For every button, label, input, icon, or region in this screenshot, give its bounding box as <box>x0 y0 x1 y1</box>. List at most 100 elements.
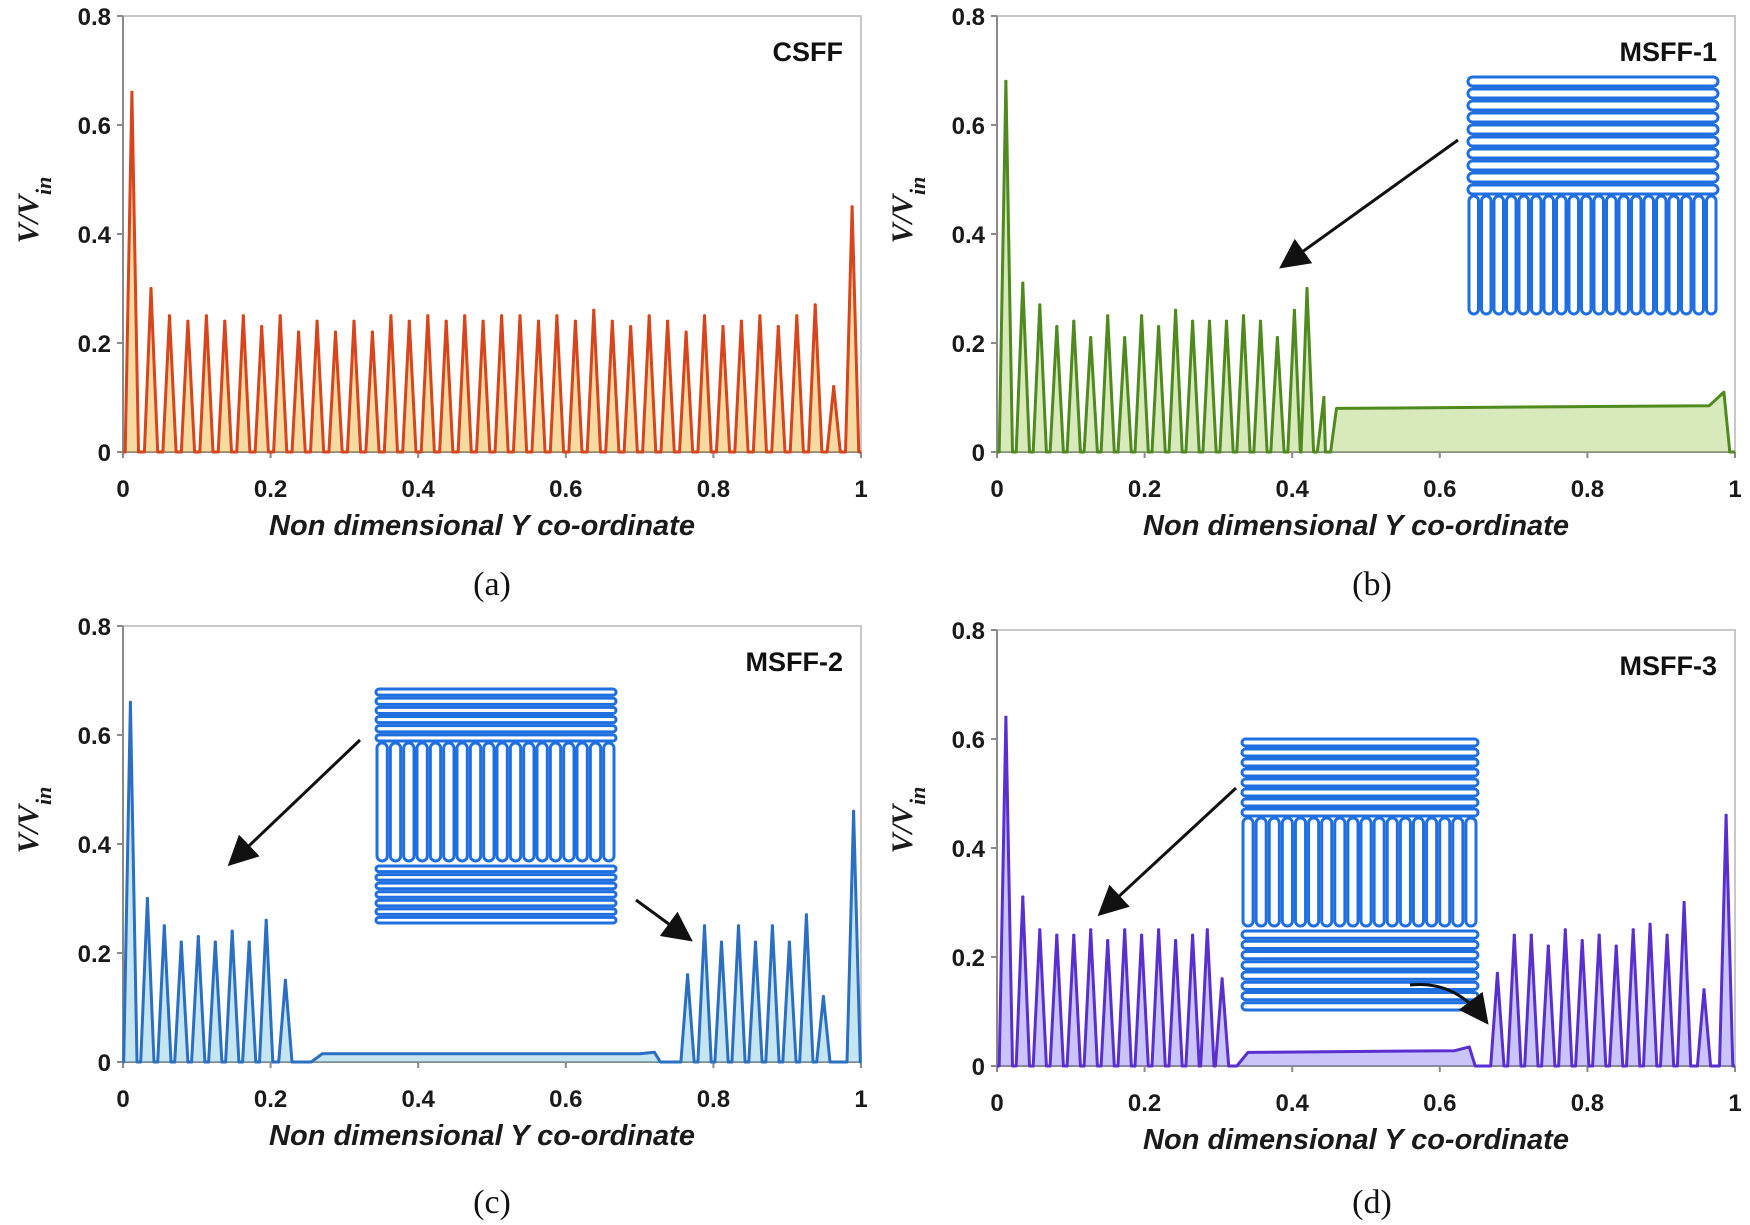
schematic-channel-loop <box>1530 194 1543 316</box>
schematic-channel-loop <box>1240 737 1480 748</box>
x-tick-label: 1 <box>854 1086 867 1113</box>
data-point <box>739 319 744 323</box>
x-tick-label: 1 <box>1728 1090 1741 1117</box>
panel-a: 0 0.2 0.4 0.6 0.8 0 0.2 0.4 0.6 0.8 1 Non dimension… <box>12 4 868 603</box>
schematic-channel-loop <box>1320 816 1334 928</box>
data-point <box>1004 715 1008 719</box>
schematic-channel-loop <box>1293 816 1308 928</box>
y-tick-label: 0.2 <box>952 331 985 358</box>
schematic-channel-loop <box>388 741 403 863</box>
x-tick-label: 0.8 <box>697 476 730 503</box>
x-axis-label: Non dimensional Y co-ordinate <box>1143 1124 1569 1156</box>
schematic-channel-loop <box>1411 816 1426 928</box>
data-point <box>1004 79 1008 83</box>
schematic-channel-loop <box>1517 194 1530 316</box>
data-point <box>1292 308 1296 312</box>
schematic-channel-loop <box>1555 194 1568 316</box>
schematic-channel-loop <box>1667 194 1680 316</box>
data-point <box>1089 928 1093 932</box>
y-tick-label: 0 <box>98 440 111 467</box>
data-point <box>444 319 448 323</box>
data-point <box>481 319 485 323</box>
schematic-channel-loop <box>562 741 576 863</box>
schematic-channel-loop <box>374 715 618 725</box>
data-point <box>1191 319 1195 323</box>
data-point <box>1702 988 1706 992</box>
data-point <box>719 940 724 944</box>
schematic-channel-loop <box>1425 816 1439 928</box>
pointer-arrow <box>1097 786 1238 917</box>
series-line <box>997 715 1735 1068</box>
x-tick-label: 0 <box>990 476 1003 503</box>
schematic-channel-loop <box>1372 816 1386 928</box>
schematic-channel-loop <box>1438 816 1452 928</box>
schematic-channel-loop <box>508 741 523 863</box>
schematic-channel-loop <box>1466 183 1720 196</box>
x-tick-label: 0.8 <box>697 1086 730 1113</box>
y-tick-label: 0.6 <box>78 113 111 140</box>
schematic-channel-loop <box>1630 194 1643 316</box>
data-point <box>629 325 633 329</box>
data-point <box>1614 944 1618 948</box>
x-tick-label: 0.6 <box>549 476 582 503</box>
x-tick-label: 0.4 <box>402 1086 436 1113</box>
schematic-channel-loop <box>1240 787 1480 798</box>
schematic-channel-loop <box>588 741 603 863</box>
schematic-channel-loop <box>374 724 618 734</box>
data-point <box>787 940 792 944</box>
data-point <box>518 314 522 318</box>
schematic-channel-loop <box>374 687 618 697</box>
data-point <box>352 319 356 323</box>
data-point <box>333 330 338 334</box>
data-point <box>283 978 287 982</box>
data-point <box>1055 325 1059 329</box>
data-point <box>753 940 758 944</box>
data-point <box>500 314 504 318</box>
data-point <box>1174 308 1178 312</box>
schematic-channel-loop <box>1241 816 1255 928</box>
data-point <box>1682 900 1686 905</box>
data-point <box>1207 319 1212 323</box>
x-tick-label: 0.2 <box>1128 1090 1161 1117</box>
data-point <box>536 319 541 323</box>
schematic-channel-loop <box>1705 194 1718 316</box>
schematic-channel-loop <box>1466 111 1720 124</box>
y-tick-label: 0.4 <box>952 222 986 249</box>
data-point <box>1546 944 1550 948</box>
data-point <box>1123 928 1127 932</box>
data-point <box>264 918 268 922</box>
data-point <box>1174 939 1178 943</box>
data-point <box>128 700 132 704</box>
y-tick-label: 0.6 <box>952 113 985 140</box>
schematic-channel-loop <box>1385 816 1399 928</box>
data-point <box>1072 319 1076 323</box>
schematic-channel-loop <box>1359 816 1373 928</box>
schematic-channel-loop <box>1240 797 1480 808</box>
panel-c: 0 0.2 0.4 0.6 0.8 0 0.2 0.4 0.6 0.8 1 Non dimension… <box>12 614 868 1221</box>
x-tick-label: 0.6 <box>1423 1090 1456 1117</box>
data-point <box>686 973 690 977</box>
schematic-channel-loop <box>1240 960 1480 971</box>
x-tick-label: 1 <box>854 476 867 503</box>
data-point <box>1038 928 1042 932</box>
data-point <box>555 314 559 318</box>
schematic-channel-loop <box>1240 1001 1480 1012</box>
data-point <box>852 809 856 813</box>
schematic-channel-loop <box>374 696 618 706</box>
schematic-channel-loop <box>1240 950 1480 961</box>
data-point <box>426 314 430 318</box>
data-point <box>1275 336 1279 340</box>
schematic-channel-loop <box>1467 194 1480 316</box>
data-point <box>407 319 411 323</box>
y-tick-label: 0 <box>98 1050 111 1077</box>
data-point <box>1258 319 1263 323</box>
y-axis-label-subscript: in <box>905 177 930 195</box>
schematic-channel-loop <box>1466 123 1720 136</box>
schematic-channel-loop <box>1466 87 1720 100</box>
panel-title: CSFF <box>773 37 844 67</box>
data-point <box>821 995 826 999</box>
data-point <box>666 319 670 323</box>
data-point <box>130 90 134 94</box>
data-point <box>297 330 301 334</box>
